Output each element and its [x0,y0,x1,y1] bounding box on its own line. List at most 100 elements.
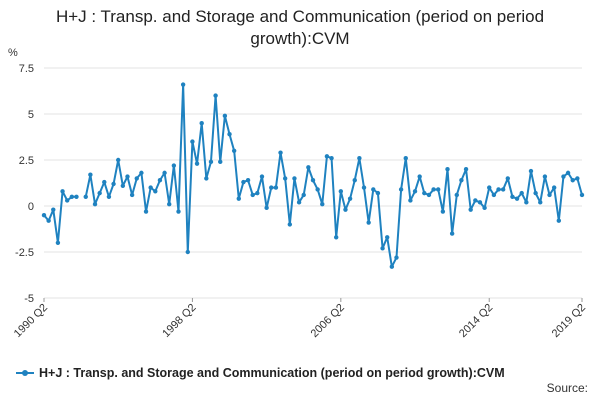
data-point[interactable] [371,187,376,192]
data-point[interactable] [106,194,112,199]
data-point[interactable] [134,176,139,181]
data-point[interactable] [403,155,408,161]
data-point[interactable] [533,190,538,196]
data-point[interactable] [269,185,274,190]
data-point[interactable] [83,194,88,199]
data-point[interactable] [185,249,190,255]
data-point[interactable] [292,176,297,181]
data-point[interactable] [51,207,56,212]
data-point[interactable] [570,178,575,183]
data-point[interactable] [64,198,70,203]
data-point[interactable] [324,154,330,159]
legend[interactable]: H+J : Transp. and Storage and Communicat… [16,366,505,380]
data-point[interactable] [69,194,75,199]
data-point[interactable] [143,209,149,214]
data-point[interactable] [510,194,515,199]
data-point[interactable] [259,174,265,179]
data-point[interactable] [436,187,441,192]
data-point[interactable] [287,222,293,227]
data-point[interactable] [338,189,344,194]
data-point[interactable] [231,148,237,153]
data-point[interactable] [389,264,395,269]
data-point[interactable] [213,93,218,98]
data-point[interactable] [333,235,339,240]
data-point[interactable] [301,192,306,198]
data-point[interactable] [366,220,371,225]
data-point[interactable] [74,194,79,199]
data-point[interactable] [477,200,483,205]
data-point[interactable] [250,192,255,198]
data-point[interactable] [180,82,186,87]
data-point[interactable] [547,192,552,198]
data-point[interactable] [491,192,497,198]
data-point[interactable] [139,170,144,176]
data-point[interactable] [500,187,506,192]
data-point[interactable] [245,178,251,183]
data-point[interactable] [347,196,353,201]
data-point[interactable] [579,192,585,198]
data-point[interactable] [199,121,204,126]
data-point[interactable] [454,192,459,198]
data-point[interactable] [556,218,562,223]
data-point[interactable] [412,189,418,194]
data-point[interactable] [310,178,316,183]
data-point[interactable] [561,174,566,179]
data-point[interactable] [449,231,455,236]
data-point[interactable] [282,176,288,181]
data-point[interactable] [129,192,135,198]
data-point[interactable] [375,190,381,196]
data-point[interactable] [97,190,102,196]
data-point[interactable] [445,167,450,172]
data-point[interactable] [565,170,571,176]
data-point[interactable] [440,209,446,214]
data-point[interactable] [296,200,302,205]
data-point[interactable] [385,235,390,240]
data-point[interactable] [463,167,469,172]
data-point[interactable] [190,139,195,144]
data-point[interactable] [116,157,121,163]
data-point[interactable] [426,192,432,198]
data-point[interactable] [468,207,473,212]
data-point[interactable] [208,159,214,165]
data-point[interactable] [361,185,367,190]
data-point[interactable] [176,209,181,214]
data-point[interactable] [538,200,543,205]
data-point[interactable] [236,196,241,201]
data-point[interactable] [194,161,200,166]
data-point[interactable] [273,185,279,190]
data-point[interactable] [204,176,209,181]
data-point[interactable] [227,132,232,137]
data-point[interactable] [487,185,492,190]
data-point[interactable] [157,178,163,183]
data-point[interactable] [46,218,51,223]
data-point[interactable] [329,155,334,161]
data-point[interactable] [514,196,520,201]
data-point[interactable] [88,172,93,177]
data-point[interactable] [315,187,320,192]
data-point[interactable] [417,174,422,179]
data-point[interactable] [352,178,357,183]
data-point[interactable] [255,190,260,196]
data-point[interactable] [408,198,413,203]
data-point[interactable] [218,159,223,165]
data-point[interactable] [542,174,548,179]
data-point[interactable] [422,190,427,196]
data-point[interactable] [528,168,534,174]
data-point[interactable] [162,170,167,176]
data-point[interactable] [398,187,404,192]
data-point[interactable] [482,205,487,211]
data-point[interactable] [431,187,436,192]
data-point[interactable] [60,189,65,194]
data-point[interactable] [111,181,116,187]
data-point[interactable] [505,176,510,181]
data-point[interactable] [171,163,177,168]
data-point[interactable] [575,176,580,181]
data-point[interactable] [92,201,98,207]
data-point[interactable] [55,240,61,245]
data-point[interactable] [125,174,130,179]
data-point[interactable] [306,165,311,170]
data-point[interactable] [473,198,478,203]
data-point[interactable] [41,213,47,218]
data-point[interactable] [519,190,524,196]
data-point[interactable] [264,205,269,211]
